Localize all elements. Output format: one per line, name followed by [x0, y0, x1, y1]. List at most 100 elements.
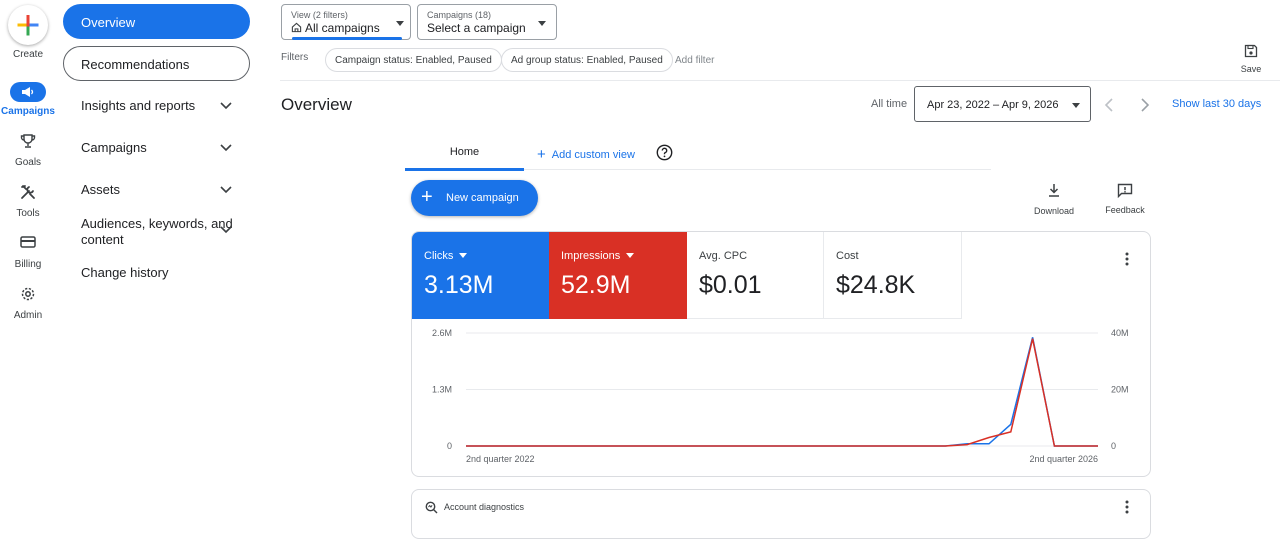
- rail-item-campaigns[interactable]: Campaigns: [0, 82, 56, 117]
- save-label: Save: [1240, 64, 1262, 74]
- filter-chip-ad-group-status[interactable]: Ad group status: Enabled, Paused: [501, 48, 673, 72]
- all-time-label: All time: [871, 98, 908, 110]
- save-button[interactable]: Save: [1235, 44, 1267, 74]
- view-selector-underline: [292, 37, 402, 40]
- chevron-down-icon[interactable]: [220, 186, 232, 194]
- rail-item-admin[interactable]: Admin: [0, 286, 56, 321]
- metric-value: 3.13M: [424, 271, 494, 299]
- more-vert-icon[interactable]: [1120, 499, 1134, 515]
- account-diagnostics-card: Account diagnostics: [411, 489, 1151, 539]
- feedback-icon: [1117, 183, 1133, 199]
- nav-recommendations[interactable]: Recommendations: [63, 46, 250, 81]
- y-left-tick-label: 2.6M: [432, 328, 452, 338]
- metric-value: $0.01: [699, 271, 762, 299]
- chevron-left-icon[interactable]: [1104, 98, 1114, 112]
- save-icon: [1244, 44, 1258, 58]
- dropdown-caret-icon: [459, 253, 468, 258]
- view-selector[interactable]: View (2 filters) All campaigns: [281, 4, 411, 40]
- metric-value: $24.8K: [836, 271, 916, 299]
- download-button[interactable]: Download: [1029, 183, 1079, 216]
- download-icon: [1049, 184, 1059, 197]
- create-button[interactable]: [8, 5, 48, 45]
- metric-label: Avg. CPC: [699, 250, 748, 262]
- chevron-down-icon[interactable]: [220, 144, 232, 152]
- date-range-picker[interactable]: Apr 23, 2022 – Apr 9, 2026: [914, 86, 1091, 122]
- performance-card: Clicks 3.13M Impressions 52.9M Avg. CPC …: [411, 231, 1151, 477]
- nav-campaigns[interactable]: Campaigns: [81, 140, 147, 155]
- megaphone-icon: [10, 82, 46, 102]
- y-right-tick-label: 40M: [1111, 328, 1129, 338]
- y-left-tick-label: 1.3M: [432, 385, 452, 395]
- add-filter-link[interactable]: Add filter: [675, 55, 715, 66]
- metric-clicks[interactable]: Clicks 3.13M: [412, 232, 549, 319]
- metric-value: 52.9M: [561, 271, 631, 299]
- more-vert-icon[interactable]: [1120, 251, 1134, 267]
- divider: [280, 80, 1280, 81]
- rail-item-billing[interactable]: Billing: [0, 235, 56, 270]
- rail-label: Tools: [16, 208, 40, 219]
- dropdown-caret-icon: [396, 21, 404, 26]
- date-range-value: Apr 23, 2022 – Apr 9, 2026: [927, 99, 1059, 111]
- tools-icon: [10, 184, 46, 204]
- plus-icon: [17, 15, 39, 36]
- rail-label: Campaigns: [1, 106, 55, 117]
- view-caption: View (2 filters): [291, 10, 348, 20]
- nav-assets[interactable]: Assets: [81, 182, 121, 197]
- rail-label: Billing: [14, 259, 42, 270]
- chevron-down-icon[interactable]: [220, 102, 232, 110]
- campaigns-caption: Campaigns (18): [427, 10, 492, 20]
- metric-label: Clicks: [424, 250, 549, 262]
- feedback-label: Feedback: [1105, 205, 1145, 215]
- chevron-right-icon[interactable]: [1140, 98, 1150, 112]
- x-tick-label: 2nd quarter 2026: [1029, 454, 1098, 464]
- page-title: Overview: [281, 95, 352, 114]
- metric-cost[interactable]: Cost $24.8K: [824, 232, 962, 319]
- rail-label: Admin: [13, 310, 43, 321]
- download-label: Download: [1033, 206, 1075, 216]
- y-left-tick-label: 0: [447, 441, 452, 451]
- feedback-button[interactable]: Feedback: [1100, 183, 1150, 215]
- help-icon[interactable]: [656, 144, 673, 161]
- tab-bar-line: [405, 169, 991, 170]
- diagnostics-search-icon: [425, 501, 438, 514]
- metric-label: Impressions: [561, 250, 687, 262]
- show-last-30-days-link[interactable]: Show last 30 days: [1172, 98, 1262, 110]
- credit-card-icon: [10, 235, 46, 255]
- campaign-selector[interactable]: Campaigns (18) Select a campaign: [417, 4, 557, 40]
- nav-insights-and-reports[interactable]: Insights and reports: [81, 98, 196, 113]
- campaigns-value: Select a campaign: [427, 21, 526, 35]
- tab-home[interactable]: Home: [449, 146, 480, 158]
- store-icon: [291, 22, 302, 33]
- gear-icon: [10, 286, 46, 306]
- create-label: Create: [12, 49, 43, 60]
- nav-overview[interactable]: Overview: [63, 4, 250, 39]
- side-nav: Overview Recommendations Insights and re…: [56, 0, 270, 529]
- rail-item-goals[interactable]: Goals: [0, 133, 56, 168]
- dropdown-caret-icon: [1072, 103, 1080, 108]
- performance-chart: 2.6M 40M 1.3M 20M 0 0 2nd quarter 2022 2nd quar…: [432, 328, 1129, 464]
- rail-label: Goals: [14, 157, 42, 168]
- nav-change-history[interactable]: Change history: [81, 265, 169, 280]
- metric-impressions[interactable]: Impressions 52.9M: [549, 232, 687, 319]
- nav-audiences-keywords-content[interactable]: Audiences, keywords, and content: [81, 216, 233, 247]
- trophy-icon: [10, 133, 46, 153]
- series-line-clicks: [466, 337, 1098, 447]
- filters-label: Filters: [281, 52, 309, 63]
- left-rail: Create Campaigns Goals Tools Billing Adm…: [0, 0, 56, 529]
- view-value: All campaigns: [291, 21, 410, 35]
- rail-item-tools[interactable]: Tools: [0, 184, 56, 219]
- account-diagnostics-title: Account diagnostics: [444, 502, 525, 512]
- dropdown-caret-icon: [626, 253, 635, 258]
- plus-icon: +: [421, 186, 433, 208]
- y-right-tick-label: 20M: [1111, 385, 1129, 395]
- new-campaign-button[interactable]: + New campaign: [411, 180, 538, 216]
- metric-label: Cost: [836, 250, 859, 262]
- dropdown-caret-icon: [538, 21, 546, 26]
- add-custom-view-tab[interactable]: + Add custom view: [537, 146, 635, 163]
- x-tick-label: 2nd quarter 2022: [466, 454, 535, 464]
- metric-avg-cpc[interactable]: Avg. CPC $0.01: [687, 232, 824, 319]
- filter-chip-campaign-status[interactable]: Campaign status: Enabled, Paused: [325, 48, 502, 72]
- series-line-impressions: [466, 338, 1098, 447]
- chevron-down-icon[interactable]: [220, 226, 232, 234]
- tab-active-indicator: [405, 168, 524, 171]
